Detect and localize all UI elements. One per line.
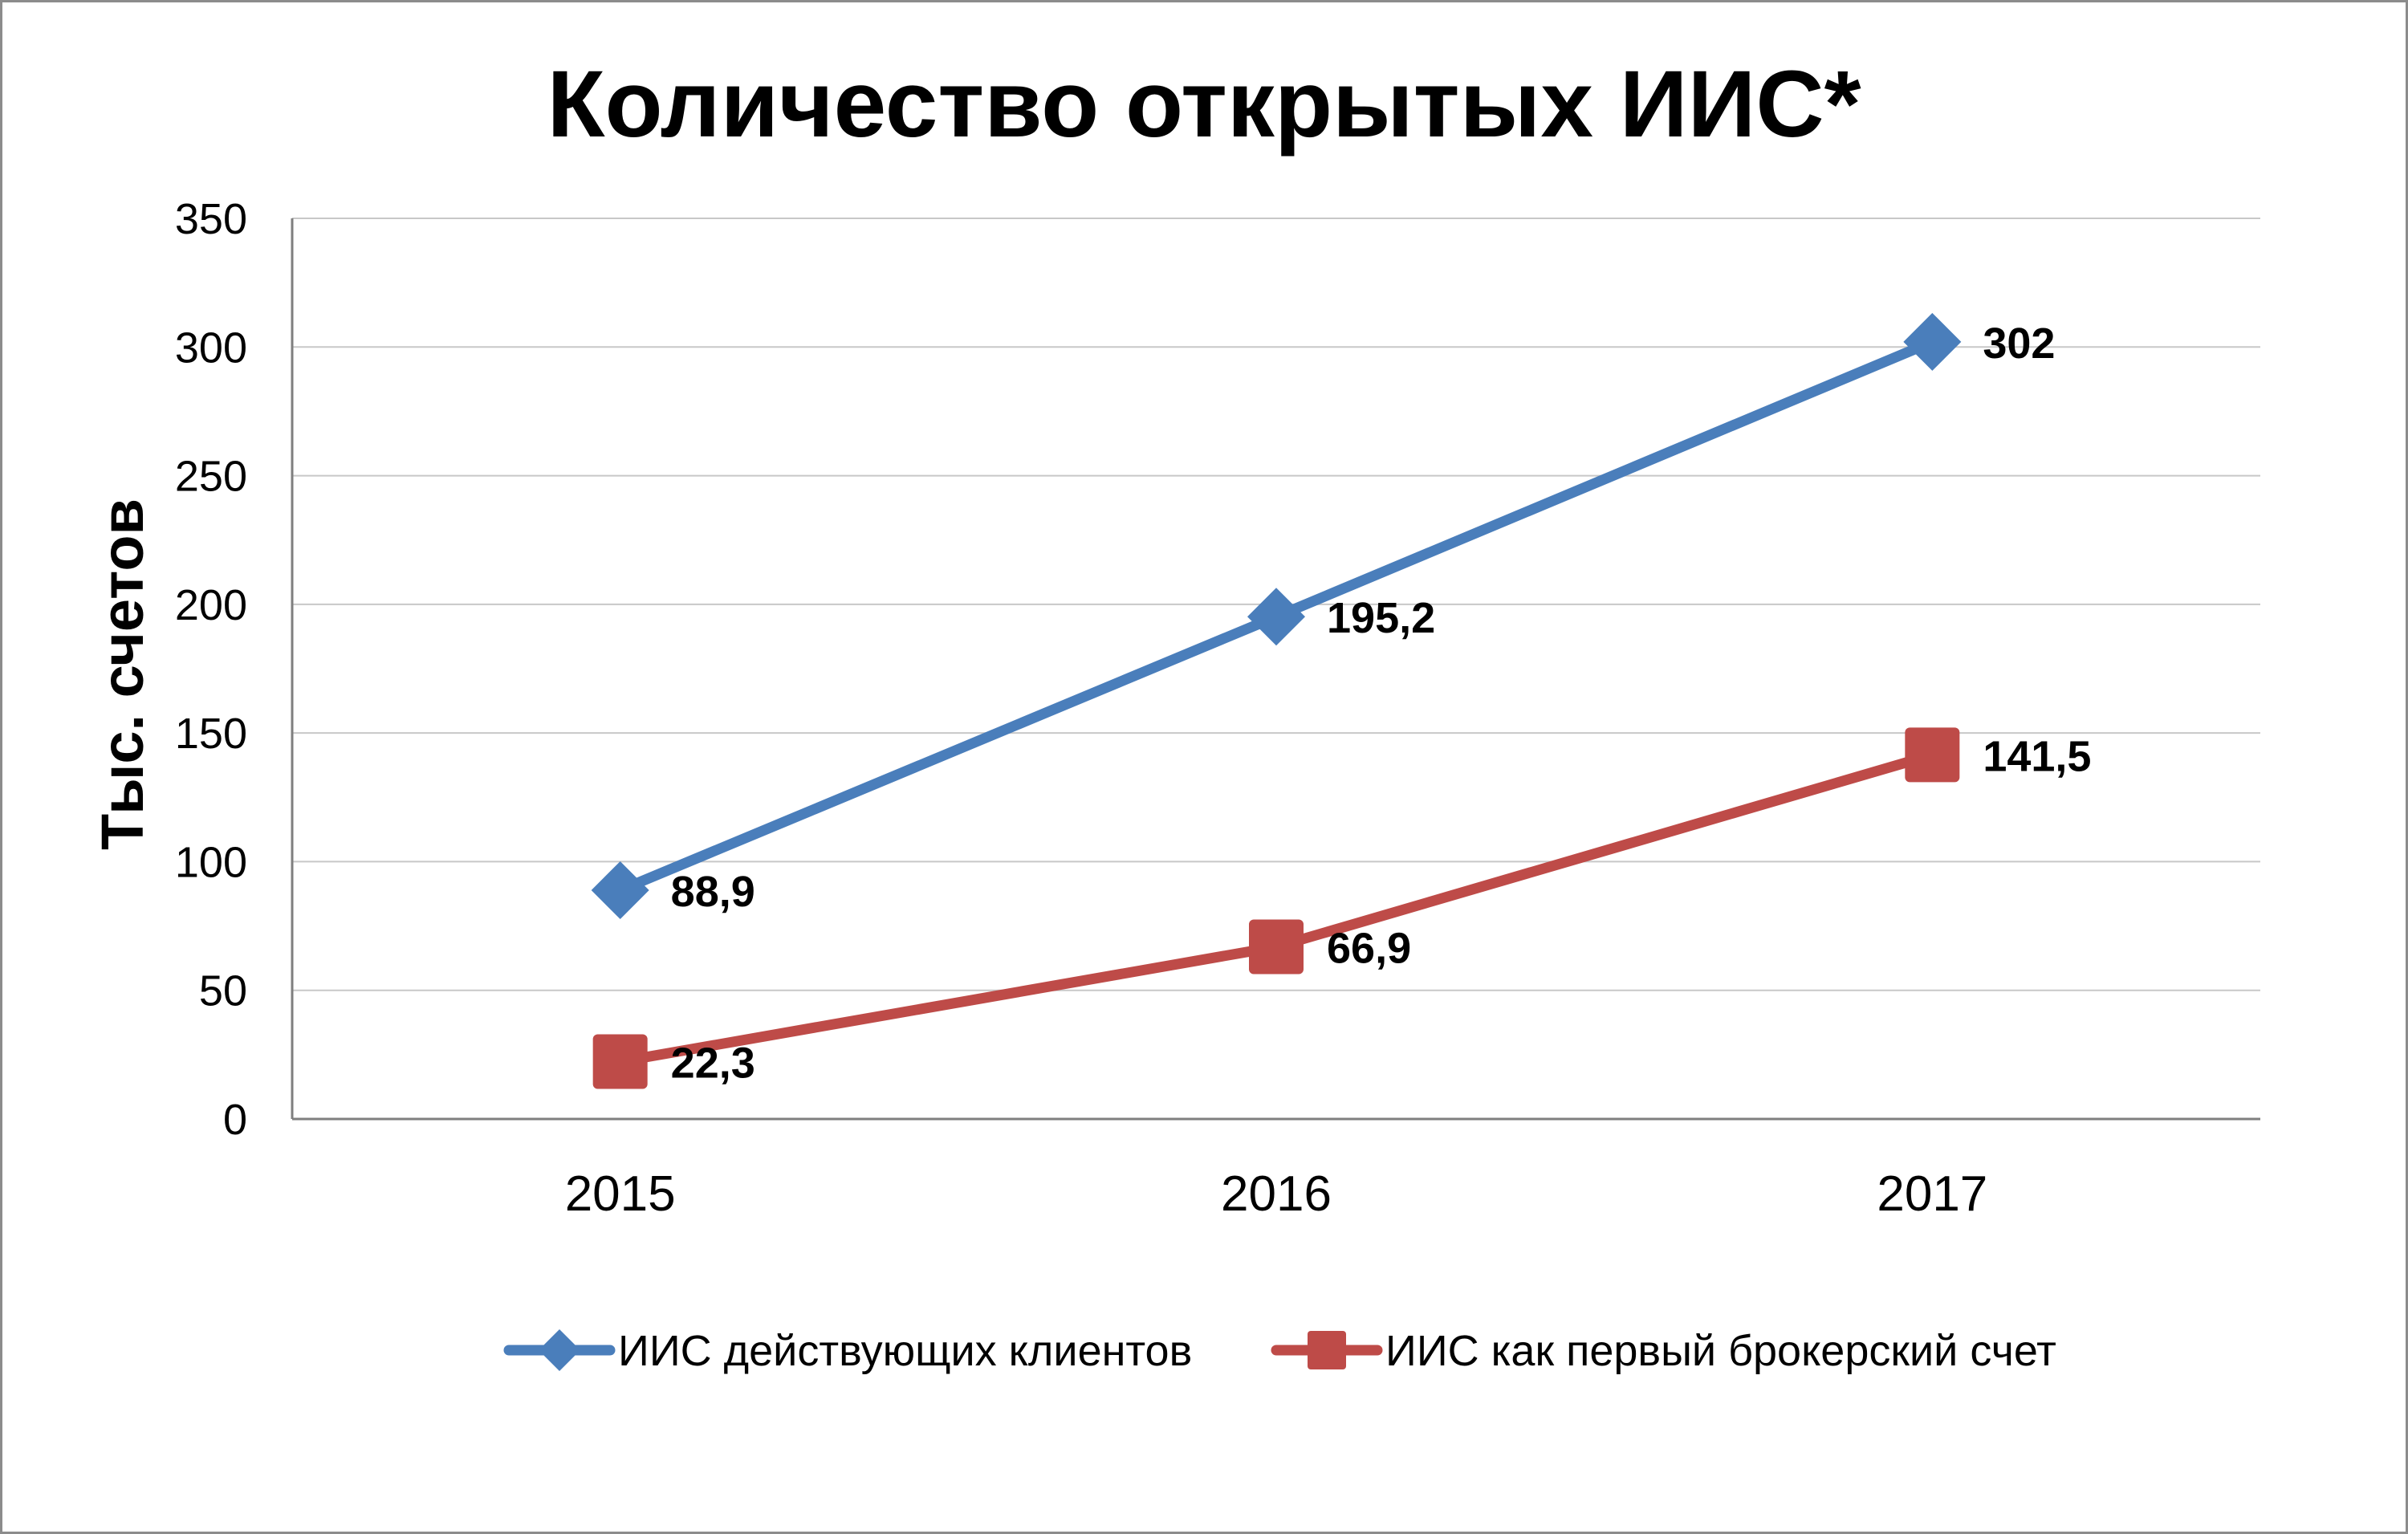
data-label: 195,2 [1327, 594, 1435, 642]
series-line [615, 749, 1938, 1068]
legend-label: ИИС действующих клиентов [618, 1327, 1192, 1375]
x-tick-label: 2017 [1877, 1166, 1987, 1222]
chart-title: Количество открытых ИИС* [547, 51, 1861, 157]
y-tick-label: 250 [175, 453, 247, 501]
data-label: 302 [1983, 319, 2055, 368]
data-point-square [1905, 727, 1960, 783]
grid-lines [291, 218, 2260, 1121]
legend-item-1: ИИС действующих клиентов [503, 1327, 1192, 1375]
y-axis-label: Тыс. счетов [89, 498, 156, 850]
y-tick-label: 150 [175, 710, 247, 758]
data-point-diamond [591, 861, 649, 920]
legend-label: ИИС как первый брокерский счет [1385, 1327, 2056, 1375]
y-tick-label: 50 [199, 967, 247, 1015]
data-point-diamond [1903, 312, 1962, 371]
y-tick-label: 350 [175, 195, 247, 243]
y-tick-label: 100 [175, 838, 247, 886]
data-point-square [1249, 919, 1304, 975]
legend-item-2: ИИС как первый брокерский счет [1271, 1327, 2056, 1375]
y-tick-label: 0 [223, 1096, 247, 1144]
series-1: 88,9 195,2 302 [591, 312, 2055, 920]
data-label: 22,3 [671, 1040, 755, 1088]
data-label: 66,9 [1327, 925, 1411, 973]
data-point-diamond [1247, 588, 1305, 646]
data-label: 141,5 [1983, 732, 2091, 780]
x-axis-ticks: 2015 2016 2017 [565, 1166, 1988, 1222]
data-point-square [592, 1034, 648, 1089]
legend-marker-square [1308, 1331, 1346, 1369]
y-tick-label: 200 [175, 581, 247, 629]
legend-marker-diamond [539, 1329, 580, 1371]
x-tick-label: 2016 [1221, 1166, 1332, 1222]
series-group: 88,9 195,2 302 22,3 66,9 141,5 [591, 312, 2091, 1089]
x-tick-label: 2015 [565, 1166, 676, 1222]
data-label: 88,9 [671, 868, 755, 916]
series-2: 22,3 66,9 141,5 [592, 727, 2091, 1089]
y-axis-ticks: 0 50 100 150 200 250 300 350 [175, 195, 247, 1144]
y-tick-label: 300 [175, 323, 247, 372]
legend: ИИС действующих клиентов ИИС как первый б… [503, 1327, 2056, 1375]
